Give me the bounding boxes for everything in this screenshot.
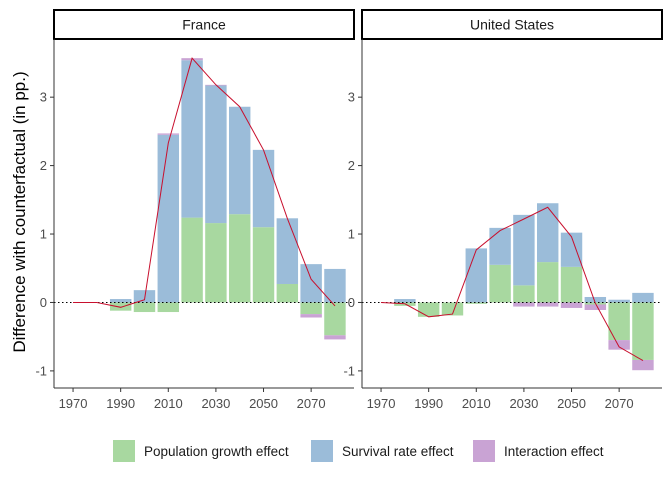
bar-survival-france-2050 [252, 149, 275, 228]
x-tick-label-france-1990: 1990 [106, 396, 135, 411]
x-tick-label-united-states-2050: 2050 [557, 396, 586, 411]
x-tick-label-united-states-2030: 2030 [509, 396, 538, 411]
bar-population-united-states-2000 [441, 302, 464, 316]
bar-population-united-states-2070 [608, 302, 630, 341]
bar-population-france-2040 [229, 214, 251, 303]
bar-interaction-france-2070 [300, 314, 322, 318]
legend-label-population-growth: Population growth effect [144, 444, 289, 459]
bar-interaction-united-states-2060 [584, 304, 607, 310]
facet-strip-united-states [361, 9, 663, 40]
bar-population-united-states-2080 [632, 302, 654, 360]
bar-survival-france-2080 [324, 268, 346, 303]
bar-population-france-2060 [276, 283, 299, 303]
x-tick-label-france-2030: 2030 [201, 396, 230, 411]
x-tick-label-france-2050: 2050 [249, 396, 278, 411]
legend-swatch-population-growth [113, 440, 135, 462]
bar-interaction-united-states-2080 [632, 359, 654, 371]
panel-united-states: United States -1 0 1 2 3 1970 1990 2010 2030 2050 2… [343, 9, 663, 411]
y-tick-label-france-3: 3 [40, 90, 47, 105]
legend-item-interaction: Interaction effect [473, 440, 604, 462]
bar-population-united-states-1990 [417, 302, 440, 317]
bar-population-france-2020 [181, 217, 203, 303]
bar-population-france-2070 [300, 302, 322, 315]
bar-survival-france-2030 [205, 85, 227, 224]
legend-swatch-interaction [473, 440, 495, 462]
bar-population-united-states-2030 [513, 285, 535, 303]
legend-item-population-growth: Population growth effect [113, 440, 289, 462]
legend-item-survival-rate: Survival rate effect [311, 440, 454, 462]
bar-survival-france-2000 [133, 290, 156, 303]
bar-population-united-states-2040 [537, 262, 559, 303]
facet-title-united-states: United States [470, 17, 554, 33]
bar-population-france-2050 [252, 227, 275, 303]
y-tick-label-france-1: 1 [40, 227, 47, 242]
bar-population-france-1990 [109, 302, 132, 311]
facet-strip-france [53, 9, 355, 40]
y-tick-label-united-states-2: 2 [348, 158, 355, 173]
x-tick-label-united-states-1970: 1970 [367, 396, 396, 411]
bar-interaction-united-states-2030 [513, 302, 535, 307]
legend: Population growth effect Survival rate e… [113, 440, 604, 462]
x-tick-label-united-states-2010: 2010 [462, 396, 491, 411]
legend-swatch-survival-rate [311, 440, 333, 462]
panel-france: France -1 0 1 2 3 1970 1990 2010 2030 2050 2070 [35, 9, 355, 411]
y-tick-label-france-0: 0 [40, 295, 47, 310]
x-tick-label-france-2010: 2010 [154, 396, 183, 411]
legend-label-survival-rate: Survival rate effect [342, 444, 454, 459]
total-effect-line-united-states [380, 206, 644, 362]
y-tick-label-united-states--1: -1 [343, 363, 355, 378]
bar-survival-france-2060 [276, 218, 299, 284]
bar-interaction-united-states-2070 [608, 340, 630, 350]
x-tick-label-france-1970: 1970 [59, 396, 88, 411]
total-effect-line-france [73, 57, 336, 308]
bar-population-united-states-2020 [489, 264, 511, 303]
bar-population-france-2010 [157, 302, 179, 313]
y-tick-label-united-states-1: 1 [348, 227, 355, 242]
facet-title-france: France [182, 17, 226, 33]
bar-survival-france-2010 [157, 134, 179, 303]
bar-survival-france-2070 [300, 264, 322, 303]
bar-interaction-united-states-2050 [560, 302, 583, 308]
y-tick-label-united-states-3: 3 [348, 90, 355, 105]
bar-population-united-states-2050 [560, 266, 583, 303]
bar-survival-united-states-1980 [394, 299, 416, 303]
bar-interaction-united-states-2040 [537, 302, 559, 307]
bar-population-france-2000 [133, 302, 156, 313]
bar-survival-france-1990 [109, 299, 132, 303]
bar-survival-united-states-2040 [537, 203, 559, 263]
y-tick-label-france-2: 2 [40, 158, 47, 173]
bar-population-france-2080 [324, 302, 346, 336]
bar-population-united-states-2010 [465, 302, 487, 304]
bar-survival-united-states-2010 [465, 248, 487, 303]
legend-label-interaction: Interaction effect [504, 444, 604, 459]
x-tick-label-united-states-1990: 1990 [414, 396, 443, 411]
y-tick-label-united-states-0: 0 [348, 295, 355, 310]
bar-survival-united-states-2070 [608, 299, 630, 303]
bar-survival-united-states-2050 [560, 232, 583, 267]
x-tick-label-united-states-2070: 2070 [605, 396, 634, 411]
y-tick-label-france--1: -1 [35, 363, 47, 378]
bar-survival-united-states-2030 [513, 214, 535, 286]
bar-survival-united-states-2060 [584, 296, 607, 303]
bar-survival-united-states-2020 [489, 227, 511, 265]
bar-survival-france-2020 [181, 60, 203, 218]
bar-survival-united-states-2080 [632, 292, 654, 303]
x-tick-label-france-2070: 2070 [297, 396, 326, 411]
bar-survival-france-2040 [229, 106, 251, 215]
bar-interaction-france-2010 [157, 133, 179, 135]
bar-interaction-france-2080 [324, 335, 346, 340]
bar-population-france-2030 [205, 223, 227, 303]
y-axis-label: Difference with counterfactual (in pp.) [10, 71, 29, 352]
